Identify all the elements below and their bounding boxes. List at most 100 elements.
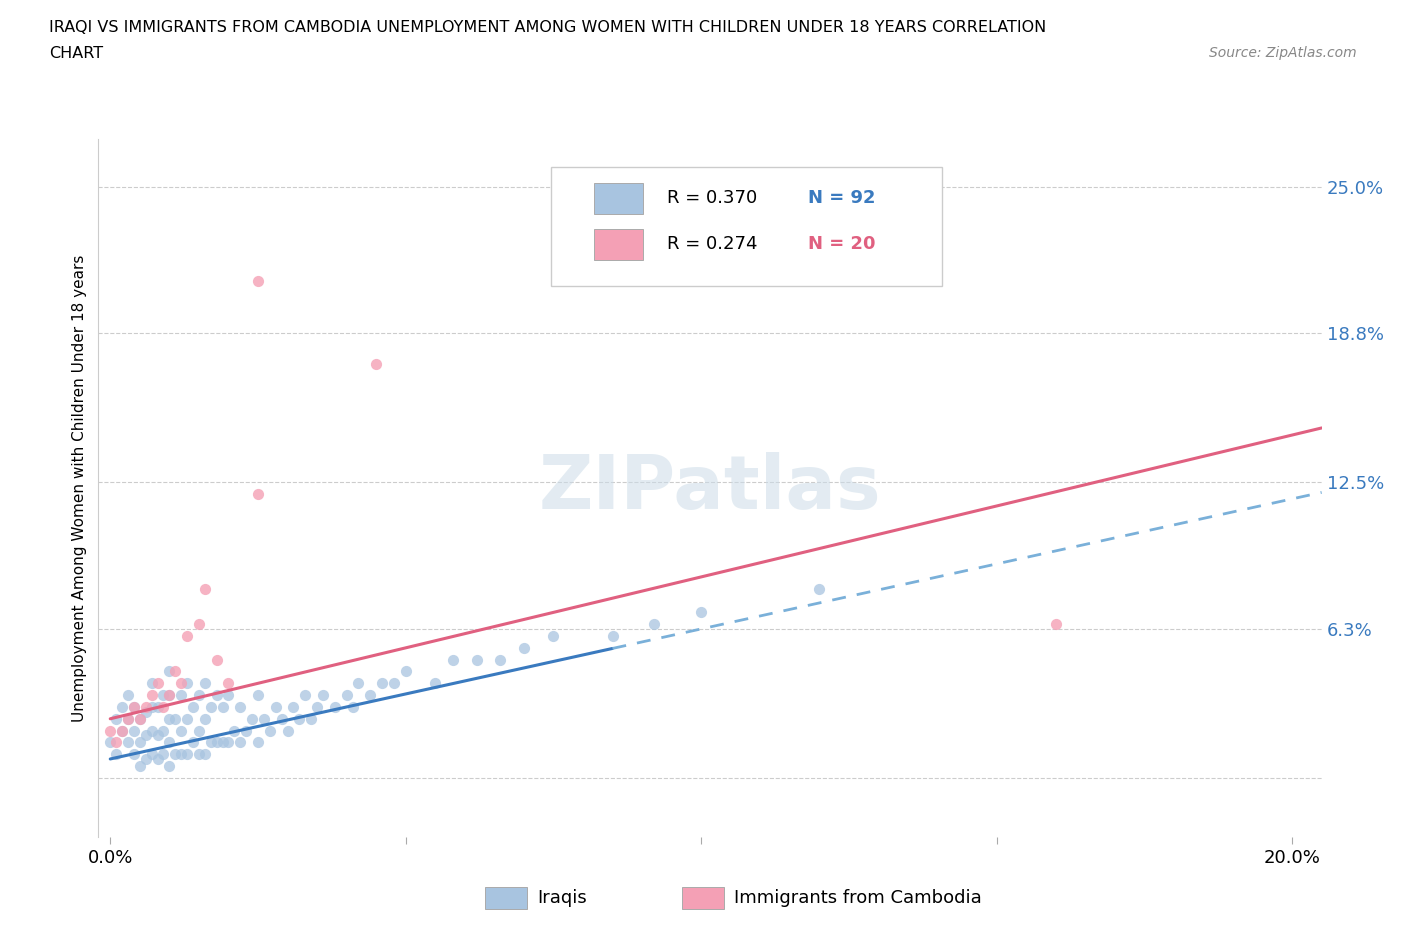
Point: [246, 687, 269, 702]
Point: [294, 687, 316, 702]
Point: [371, 676, 394, 691]
Point: [128, 735, 150, 750]
Point: [141, 676, 163, 691]
Point: [602, 629, 624, 644]
Point: [157, 687, 180, 702]
Point: [690, 604, 713, 619]
Point: [146, 699, 169, 714]
Point: [105, 735, 128, 750]
Point: [246, 486, 269, 501]
Point: [246, 274, 269, 289]
Point: [217, 676, 239, 691]
Point: [217, 735, 239, 750]
Point: [157, 759, 180, 774]
Text: R = 0.370: R = 0.370: [668, 190, 758, 207]
Point: [176, 747, 198, 762]
Point: [395, 664, 418, 679]
Point: [141, 699, 163, 714]
Point: [146, 728, 169, 743]
Point: [135, 751, 157, 766]
Point: [336, 687, 359, 702]
Point: [152, 687, 174, 702]
Point: [235, 724, 257, 738]
Text: N = 20: N = 20: [808, 235, 876, 254]
Point: [264, 699, 287, 714]
Text: R = 0.274: R = 0.274: [668, 235, 758, 254]
Point: [299, 711, 322, 726]
Text: N = 92: N = 92: [808, 190, 876, 207]
Point: [543, 629, 565, 644]
Point: [187, 617, 209, 631]
Point: [170, 676, 193, 691]
Point: [194, 676, 217, 691]
FancyBboxPatch shape: [593, 182, 643, 214]
Point: [194, 747, 217, 762]
Point: [211, 699, 233, 714]
Point: [176, 711, 198, 726]
Point: [146, 751, 169, 766]
Point: [122, 747, 145, 762]
Point: [157, 735, 180, 750]
Point: [165, 664, 187, 679]
Point: [513, 641, 536, 656]
Point: [117, 711, 139, 726]
Point: [152, 699, 174, 714]
Point: [165, 711, 187, 726]
Point: [128, 711, 150, 726]
Point: [170, 747, 193, 762]
Point: [128, 759, 150, 774]
Point: [157, 687, 180, 702]
Point: [135, 699, 157, 714]
Point: [146, 676, 169, 691]
Point: [157, 664, 180, 679]
Text: Source: ZipAtlas.com: Source: ZipAtlas.com: [1209, 46, 1357, 60]
Point: [122, 699, 145, 714]
Point: [128, 711, 150, 726]
Point: [808, 581, 831, 596]
Point: [176, 629, 198, 644]
Point: [283, 699, 305, 714]
FancyBboxPatch shape: [593, 229, 643, 260]
Point: [441, 652, 464, 667]
Point: [105, 711, 128, 726]
Point: [117, 735, 139, 750]
Point: [425, 676, 447, 691]
Point: [98, 735, 121, 750]
Point: [152, 724, 174, 738]
Point: [288, 711, 311, 726]
Point: [122, 724, 145, 738]
Point: [135, 728, 157, 743]
Point: [359, 687, 381, 702]
Text: IRAQI VS IMMIGRANTS FROM CAMBODIA UNEMPLOYMENT AMONG WOMEN WITH CHILDREN UNDER 1: IRAQI VS IMMIGRANTS FROM CAMBODIA UNEMPL…: [49, 20, 1046, 35]
Point: [342, 699, 364, 714]
Point: [259, 724, 281, 738]
Point: [211, 735, 233, 750]
Point: [181, 735, 204, 750]
Point: [246, 735, 269, 750]
Point: [253, 711, 276, 726]
Point: [465, 652, 488, 667]
Point: [141, 687, 163, 702]
Point: [111, 724, 134, 738]
Text: Immigrants from Cambodia: Immigrants from Cambodia: [734, 889, 981, 908]
Text: ZIPatlas: ZIPatlas: [538, 452, 882, 525]
Point: [152, 747, 174, 762]
Point: [141, 747, 163, 762]
Point: [205, 687, 228, 702]
Point: [217, 687, 239, 702]
Point: [117, 711, 139, 726]
Point: [382, 676, 405, 691]
Point: [270, 711, 292, 726]
Point: [205, 652, 228, 667]
Point: [170, 687, 193, 702]
Point: [240, 711, 263, 726]
Point: [224, 724, 246, 738]
Point: [347, 676, 370, 691]
Point: [111, 699, 134, 714]
Point: [98, 724, 121, 738]
Point: [312, 687, 335, 702]
Point: [200, 699, 222, 714]
Point: [111, 724, 134, 738]
Point: [194, 581, 217, 596]
Point: [157, 711, 180, 726]
